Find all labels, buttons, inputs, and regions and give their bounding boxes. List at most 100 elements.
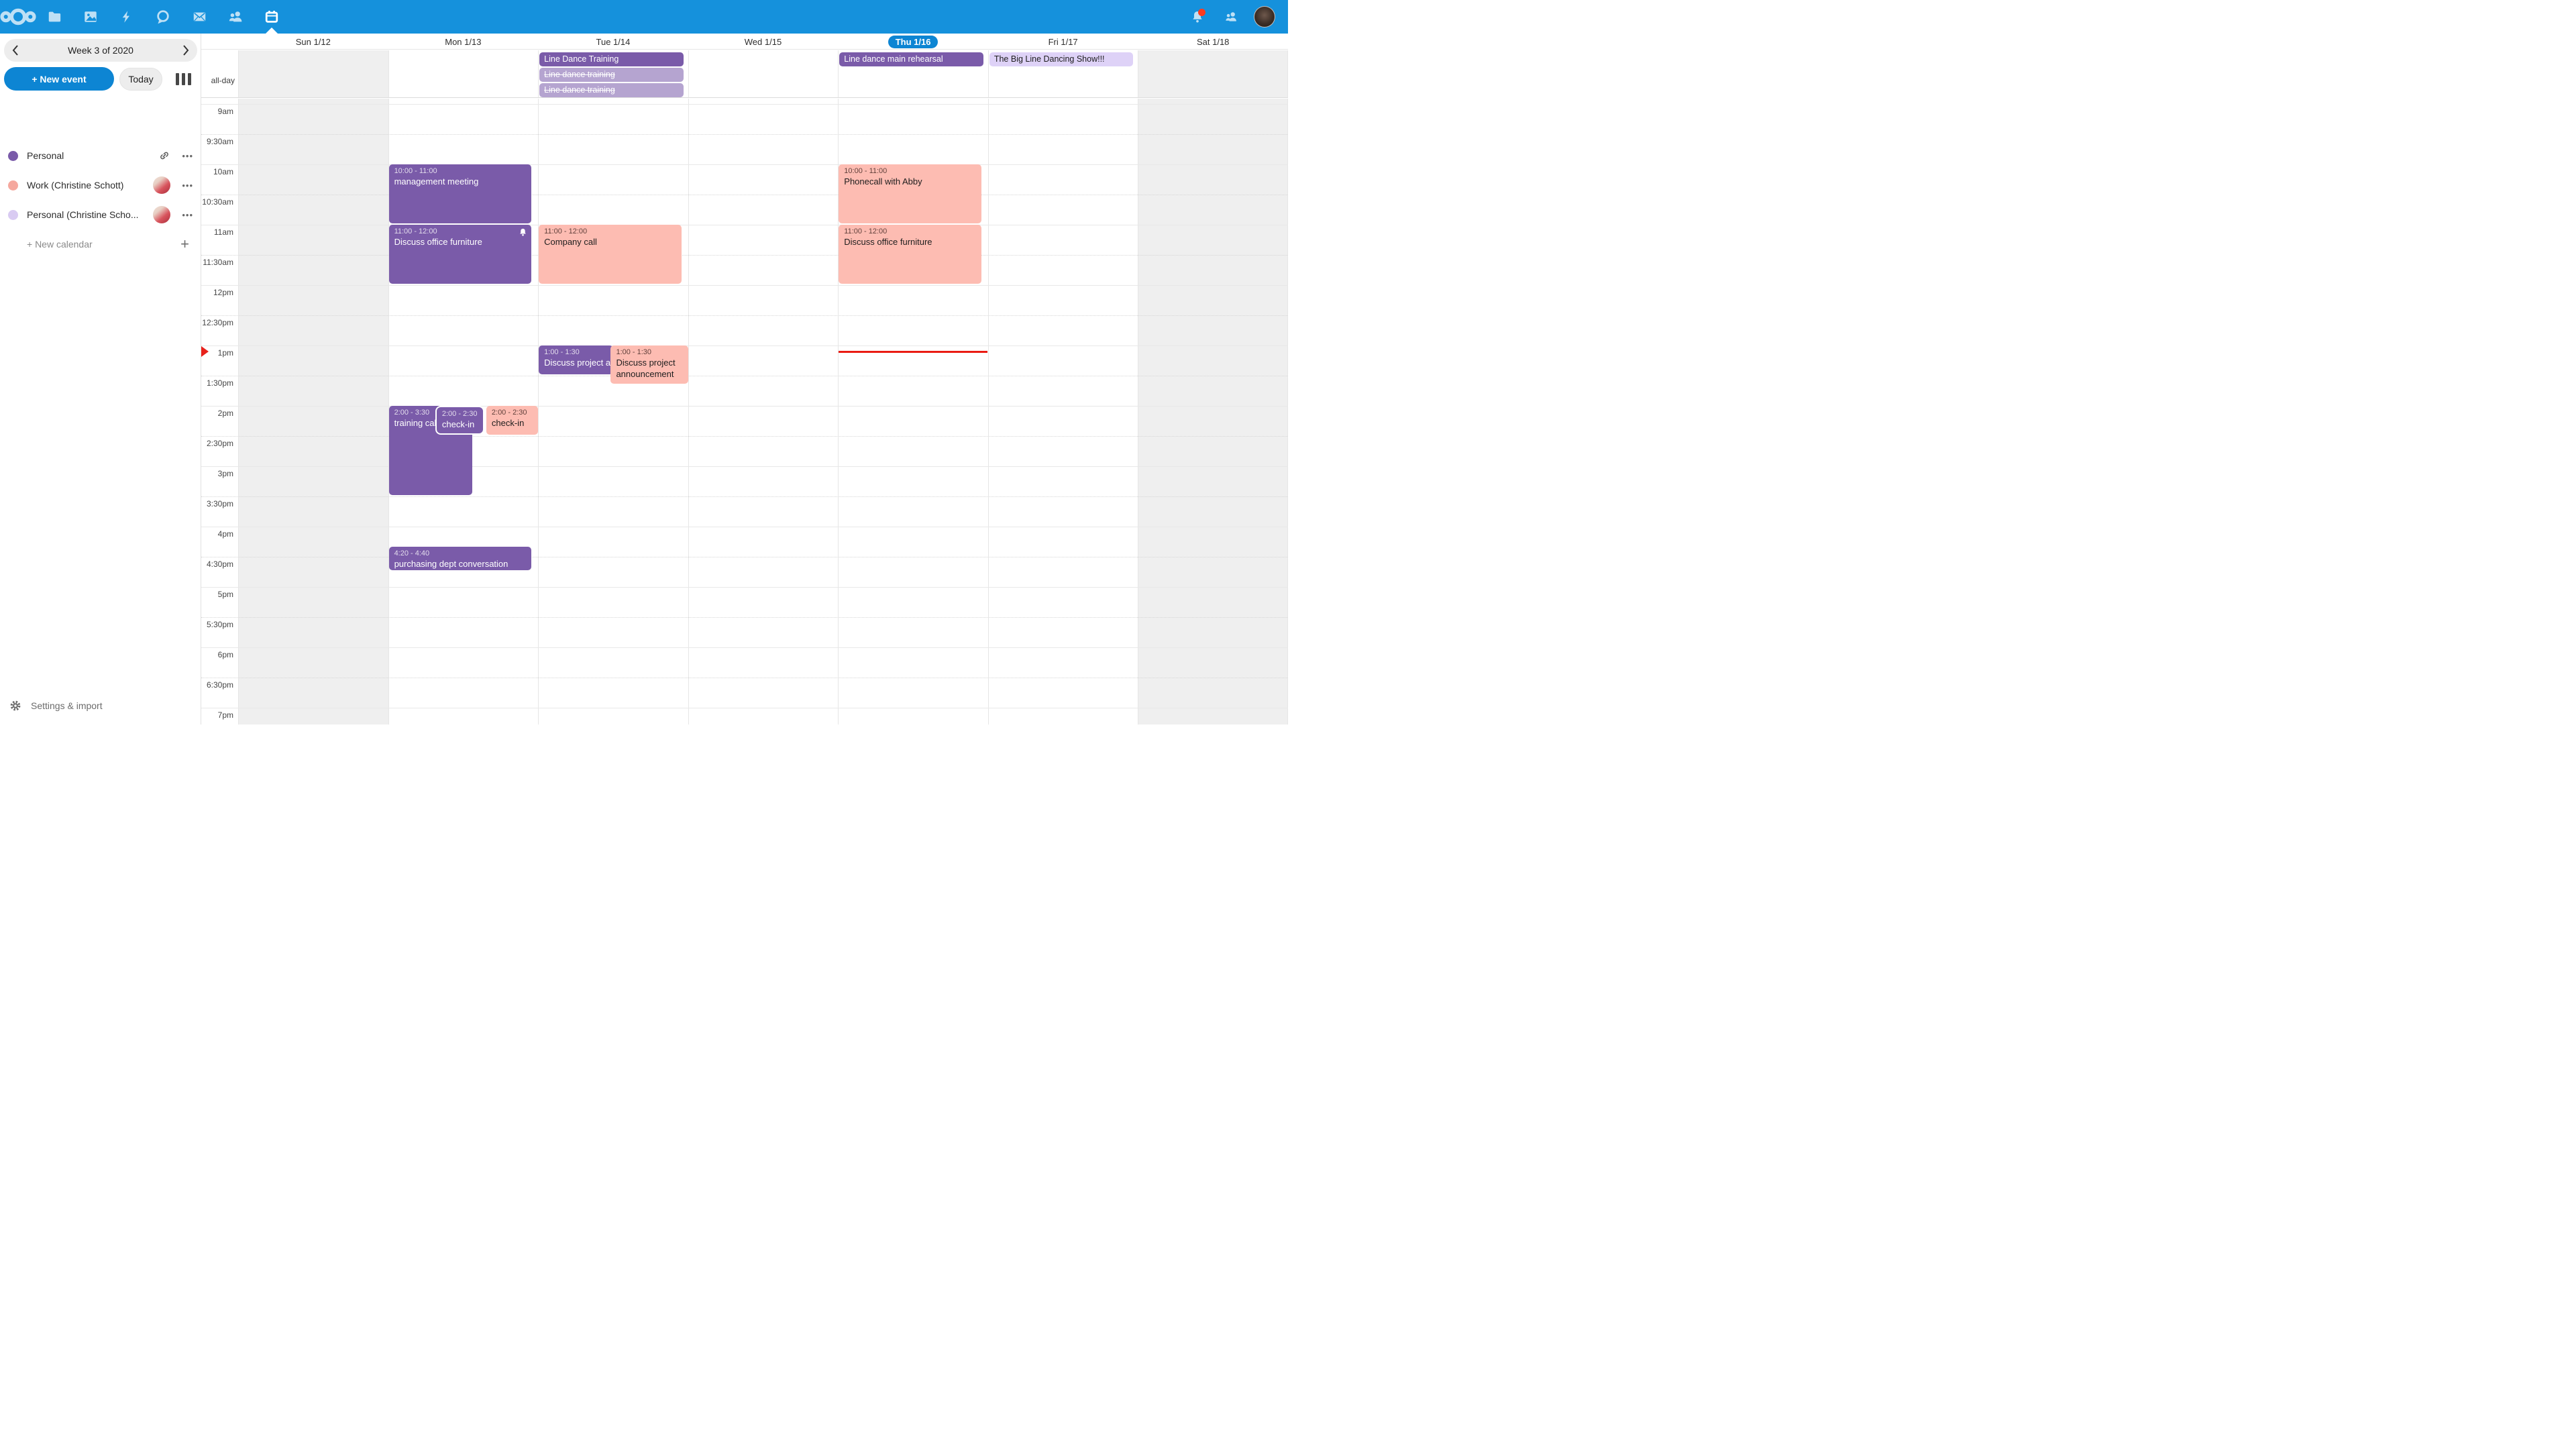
time-slot-row[interactable]: 4pm: [201, 527, 1288, 557]
day-column[interactable]: [238, 99, 388, 724]
calendar-actions-menu-icon[interactable]: •••: [182, 150, 193, 161]
time-slot-row[interactable]: 12:30pm: [201, 315, 1288, 345]
day-header-sat: Sat 1/18: [1196, 36, 1230, 47]
user-avatar[interactable]: [1248, 0, 1281, 34]
allday-event[interactable]: Line dance training: [539, 83, 684, 97]
calendar-icon[interactable]: [254, 0, 290, 34]
plus-icon[interactable]: +: [180, 235, 189, 252]
day-column[interactable]: [1138, 50, 1288, 97]
day-header-tue: Tue 1/14: [596, 36, 631, 47]
time-slot-row[interactable]: 4:30pm: [201, 557, 1288, 587]
time-slot-row[interactable]: 7pm: [201, 708, 1288, 724]
allday-event[interactable]: Line dance training: [539, 68, 684, 82]
event-time: 4:20 - 4:40: [394, 549, 430, 557]
calendar-name: Work (Christine Schott): [27, 180, 124, 191]
week-range-label[interactable]: Week 3 of 2020: [68, 45, 133, 56]
day-column[interactable]: [838, 99, 988, 724]
time-label: 3pm: [217, 469, 233, 478]
event-time: 2:00 - 2:30: [491, 409, 527, 417]
calendar-color-dot[interactable]: [8, 209, 18, 220]
time-slot-row[interactable]: 6pm: [201, 647, 1288, 678]
day-column[interactable]: [688, 99, 839, 724]
event-block[interactable]: 4:20 - 4:40 purchasing dept conversation: [388, 547, 532, 570]
day-column[interactable]: [688, 50, 839, 97]
calendar-item-3[interactable]: Personal (Christine Scho... •••: [0, 200, 201, 229]
today-button[interactable]: Today: [119, 67, 162, 91]
previous-week-button[interactable]: [4, 39, 27, 62]
time-slot-row[interactable]: 3pm: [201, 466, 1288, 496]
calendar-name: Personal: [27, 150, 64, 161]
day-column[interactable]: [987, 50, 1138, 97]
settings-and-import[interactable]: Settings & import: [0, 692, 201, 719]
talk-icon[interactable]: [145, 0, 181, 34]
week-view-switcher-icon[interactable]: [176, 72, 191, 85]
day-column[interactable]: [388, 50, 539, 97]
time-slot-row[interactable]: 5:30pm: [201, 617, 1288, 647]
new-event-button[interactable]: + New event: [4, 67, 114, 91]
event-block[interactable]: 10:00 - 11:00 management meeting: [388, 164, 532, 223]
new-calendar-label: + New calendar: [27, 239, 93, 250]
time-slot-row[interactable]: 12pm: [201, 285, 1288, 315]
time-label: 10:30am: [202, 197, 233, 207]
contacts-icon[interactable]: [217, 0, 254, 34]
time-slot-row[interactable]: 5pm: [201, 587, 1288, 617]
day-column[interactable]: [838, 50, 988, 97]
calendar-item-2[interactable]: Work (Christine Schott) •••: [0, 170, 201, 200]
day-column[interactable]: [538, 99, 688, 724]
time-slot-row[interactable]: 10:30am: [201, 195, 1288, 225]
event-block[interactable]: 11:00 - 12:00 Discuss office furniture: [388, 225, 532, 284]
allday-event[interactable]: Line dance main rehearsal: [839, 52, 983, 66]
allday-event[interactable]: The Big Line Dancing Show!!!: [989, 52, 1134, 66]
event-block[interactable]: 1:00 - 1:30 Discuss project announcement: [610, 345, 688, 384]
time-slot-row[interactable]: 11am: [201, 225, 1288, 255]
time-slot-row[interactable]: 2pm: [201, 406, 1288, 436]
nextcloud-logo-icon[interactable]: [0, 0, 36, 34]
calendar-actions-menu-icon[interactable]: •••: [182, 180, 193, 191]
day-column[interactable]: [987, 99, 1138, 724]
new-calendar-button[interactable]: + New calendar +: [0, 229, 201, 259]
event-block[interactable]: 1:00 - 1:30 Discuss project announcement: [539, 345, 613, 374]
calendar-actions-menu-icon[interactable]: •••: [182, 209, 193, 220]
time-slot-row[interactable]: 10am: [201, 164, 1288, 195]
event-title: Discuss project announcement: [544, 358, 613, 368]
day-column[interactable]: [538, 50, 688, 97]
app-sidebar: Week 3 of 2020 + New event Today Persona…: [0, 34, 201, 724]
time-slot-row[interactable]: 1:30pm: [201, 376, 1288, 406]
time-slot-row[interactable]: 11:30am: [201, 255, 1288, 285]
event-block[interactable]: 2:00 - 2:30 check-in: [435, 406, 484, 435]
photos-icon[interactable]: [72, 0, 109, 34]
event-block[interactable]: 11:00 - 12:00 Company call: [539, 225, 682, 284]
reminder-bell-icon: [520, 228, 527, 236]
time-slot-row[interactable]: 1pm: [201, 345, 1288, 376]
next-week-button[interactable]: [174, 39, 197, 62]
time-slot-row[interactable]: 6:30pm: [201, 678, 1288, 708]
week-navigation[interactable]: Week 3 of 2020: [4, 39, 197, 62]
event-block[interactable]: 2:00 - 2:30 check-in: [486, 406, 539, 435]
time-slot-row[interactable]: 9:30am: [201, 134, 1288, 164]
time-slot-row[interactable]: 2:30pm: [201, 436, 1288, 466]
time-grid[interactable]: 9am 9:30am 10am 10:30am 11am 11:30am 12pm 12:30…: [201, 99, 1288, 724]
activity-icon[interactable]: [109, 0, 145, 34]
event-block[interactable]: 10:00 - 11:00 Phonecall with Abby: [839, 164, 982, 223]
time-slot-row[interactable]: 3:30pm: [201, 496, 1288, 527]
calendar-item-1[interactable]: Personal •••: [0, 141, 201, 170]
share-link-icon[interactable]: [158, 150, 170, 162]
contacts-menu-icon[interactable]: [1214, 0, 1248, 34]
event-title: check-in: [441, 419, 475, 429]
time-slot-row[interactable]: 9am: [201, 104, 1288, 134]
day-column[interactable]: [388, 99, 539, 724]
time-label: 1:30pm: [206, 378, 233, 388]
day-headers: Sun 1/12 Mon 1/13 Tue 1/14 Wed 1/15 Thu 1/16…: [201, 34, 1288, 50]
calendar-color-dot[interactable]: [8, 150, 18, 161]
event-block[interactable]: 11:00 - 12:00 Discuss office furniture: [839, 225, 982, 284]
calendar-color-dot[interactable]: [8, 180, 18, 191]
notifications-bell-icon[interactable]: [1181, 0, 1214, 34]
mail-icon[interactable]: [181, 0, 217, 34]
day-column[interactable]: [238, 50, 388, 97]
event-title: Company call: [544, 237, 597, 247]
time-label: 2:30pm: [206, 439, 233, 448]
allday-event[interactable]: Line Dance Training: [539, 52, 684, 66]
files-icon[interactable]: [36, 0, 72, 34]
day-column[interactable]: [1138, 99, 1288, 724]
event-title: Discuss office furniture: [844, 237, 932, 247]
